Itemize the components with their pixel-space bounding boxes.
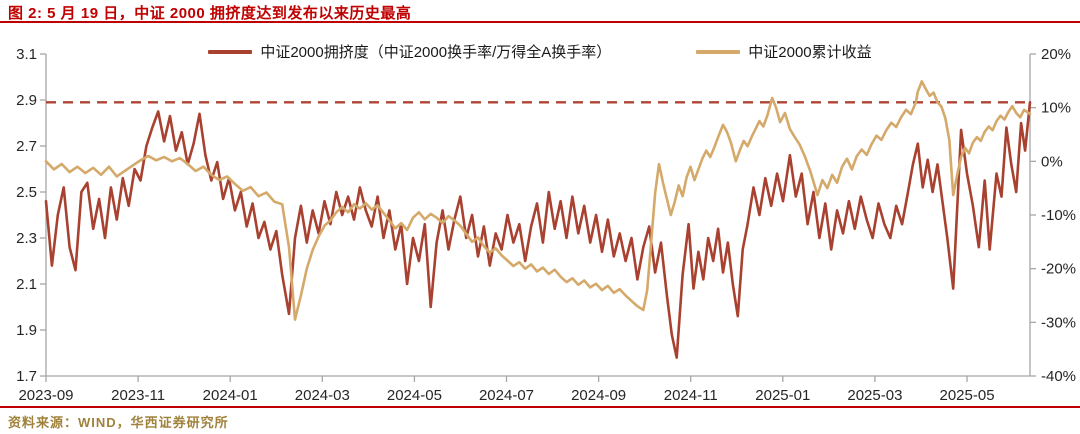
right-axis-tick-label: 20% xyxy=(1041,46,1071,63)
right-axis-tick-label: 10% xyxy=(1041,100,1071,117)
x-axis-tick-label: 2024-11 xyxy=(664,387,718,404)
right-axis-tick-label: -20% xyxy=(1041,261,1076,278)
cumulative-return-series-line xyxy=(44,80,1032,321)
figure-title: 图 2: 5 月 19 日，中证 2000 拥挤度达到发布以来历史最高 xyxy=(8,5,412,22)
right-axis-tick-label: -40% xyxy=(1041,368,1076,385)
x-axis-tick-label: 2024-09 xyxy=(571,387,626,404)
x-axis-tick-label: 2024-07 xyxy=(479,387,534,404)
left-axis-tick-label: 2.5 xyxy=(16,184,37,201)
x-axis-tick-label: 2025-05 xyxy=(939,387,994,404)
legend-item-crowding: 中证2000拥挤度（中证2000换手率/万得全A换手率） xyxy=(208,41,611,62)
left-axis-tick-label: 2.7 xyxy=(16,138,37,155)
x-axis-tick-label: 2024-01 xyxy=(203,387,258,404)
left-axis-tick-label: 2.9 xyxy=(16,92,37,109)
return-line-swatch xyxy=(696,49,741,54)
x-axis-tick-label: 2024-03 xyxy=(295,387,350,404)
footer-divider xyxy=(0,406,1080,408)
crowding-line-swatch xyxy=(208,49,253,54)
right-axis-tick-label: 0% xyxy=(1041,153,1063,170)
x-axis-tick-label: 2024-05 xyxy=(387,387,442,404)
left-axis-tick-label: 1.7 xyxy=(16,368,37,385)
legend-label-crowding: 中证2000拥挤度（中证2000换手率/万得全A换手率） xyxy=(260,44,612,61)
legend-item-return: 中证2000累计收益 xyxy=(696,41,872,62)
right-axis-tick-label: -30% xyxy=(1041,314,1076,331)
left-axis-tick-label: 2.1 xyxy=(16,276,37,293)
legend-label-return: 中证2000累计收益 xyxy=(748,44,872,61)
left-axis-tick-label: 1.9 xyxy=(16,322,37,339)
x-axis-tick-label: 2025-03 xyxy=(847,387,902,404)
x-axis-tick-label: 2025-01 xyxy=(755,387,810,404)
left-axis-tick-label: 3.1 xyxy=(16,46,37,63)
title-divider xyxy=(0,21,1080,23)
crowding-series-line xyxy=(44,101,1032,359)
source-note: 资料来源：WIND，华西证券研究所 xyxy=(8,415,229,430)
chart-legend: 中证2000拥挤度（中证2000换手率/万得全A换手率） 中证2000累计收益 xyxy=(0,41,1080,62)
x-axis-tick-label: 2023-09 xyxy=(18,387,73,404)
right-axis-tick-label: -10% xyxy=(1041,207,1076,224)
left-axis-tick-label: 2.3 xyxy=(16,230,37,247)
x-axis-tick-label: 2023-11 xyxy=(111,387,165,404)
